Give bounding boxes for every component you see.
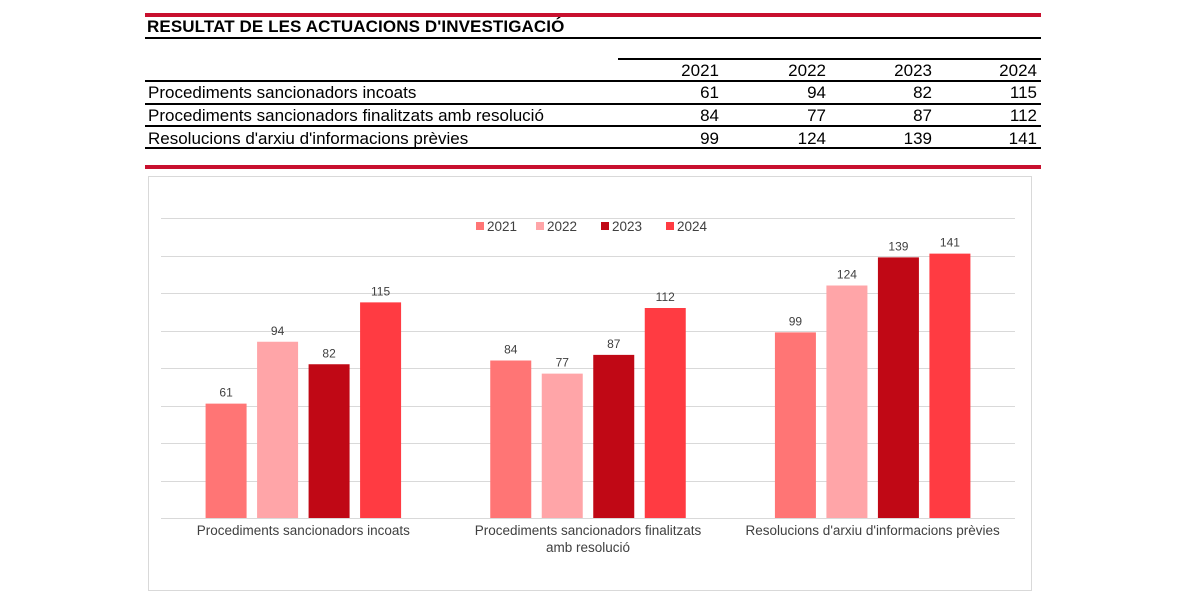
data-table: 2021 2022 2023 2024 Procediments sancion… [145,58,1041,149]
data-label: 82 [322,346,336,360]
bar-2022 [541,373,583,518]
bar-2022 [257,341,299,518]
category-label: Procediments sancionadors incoats [197,523,410,538]
table-header-row: 2021 2022 2023 2024 [145,60,1041,82]
row-value: 112 [1009,106,1037,125]
row-value: 82 [913,83,932,102]
row-value: 77 [807,106,826,125]
data-label: 61 [219,386,233,400]
row-rule [145,125,1041,127]
row-label: Resolucions d'arxiu d'informacions prèvi… [148,129,469,148]
data-label: 124 [837,268,857,282]
year-header: 2024 [999,61,1037,80]
header-rule [618,58,1041,60]
title-underline [145,37,1041,39]
bar-2024 [644,308,686,518]
year-header: 2022 [788,61,826,80]
data-label: 141 [940,236,960,250]
bar-2021 [774,332,816,518]
data-label: 84 [504,343,518,357]
row-value: 94 [807,83,826,102]
legend-swatch-2022 [536,222,544,230]
legend-label: 2023 [612,219,642,234]
row-label: Procediments sancionadors incoats [148,83,417,102]
row-value: 141 [1008,129,1037,148]
legend-label: 2022 [547,219,577,234]
row-value: 87 [913,106,932,125]
table-row: Resolucions d'arxiu d'informacions prèvi… [145,128,1041,150]
bar-2021 [205,403,247,518]
row-label: Procediments sancionadors finalitzats am… [148,106,544,125]
table-row: Procediments sancionadors incoats 61 94 … [145,82,1041,104]
row-rule [145,103,1041,105]
legend-swatch-2021 [476,222,484,230]
data-label: 94 [271,324,285,338]
data-label: 112 [656,290,675,304]
bar-chart: 61 94 82 115 Procediments sancionadors incoa… [161,218,1015,555]
year-header: 2023 [894,61,932,80]
bar-2024 [360,302,402,518]
bar-2023 [308,364,350,518]
legend-swatch-2023 [601,222,609,230]
row-value: 61 [700,83,719,102]
category-label: Procediments sancionadors finalitzats [475,523,702,538]
table-title: RESULTAT DE LES ACTUACIONS D'INVESTIGACI… [147,17,565,36]
bar-2022 [826,285,868,518]
year-header: 2021 [681,61,719,80]
category-label: Resolucions d'arxiu d'informacions prèvi… [746,523,1001,538]
row-rule [145,80,1041,82]
legend-label: 2021 [487,219,517,234]
bottom-red-bar [145,165,1041,169]
bar-2023 [877,257,919,518]
top-red-bar [145,13,1041,17]
legend-swatch-2024 [666,222,674,230]
data-label: 139 [888,239,908,253]
chart-frame: 61 94 82 115 Procediments sancionadors incoa… [148,176,1032,591]
data-label: 99 [789,314,803,328]
data-label: 87 [607,337,621,351]
bar-2023 [593,354,635,518]
data-label: 115 [371,284,390,298]
category-label: amb resolució [546,540,630,555]
table-row: Procediments sancionadors finalitzats am… [145,105,1041,127]
row-value: 115 [1009,83,1037,102]
row-value: 139 [903,129,932,148]
bar-2024 [929,253,971,518]
row-value: 84 [700,106,719,125]
row-value: 124 [797,129,826,148]
bar-2021 [490,360,532,518]
legend-label: 2024 [677,219,708,234]
table-bottom-rule [145,147,1041,149]
row-value: 99 [700,129,719,148]
data-label: 77 [556,356,570,370]
